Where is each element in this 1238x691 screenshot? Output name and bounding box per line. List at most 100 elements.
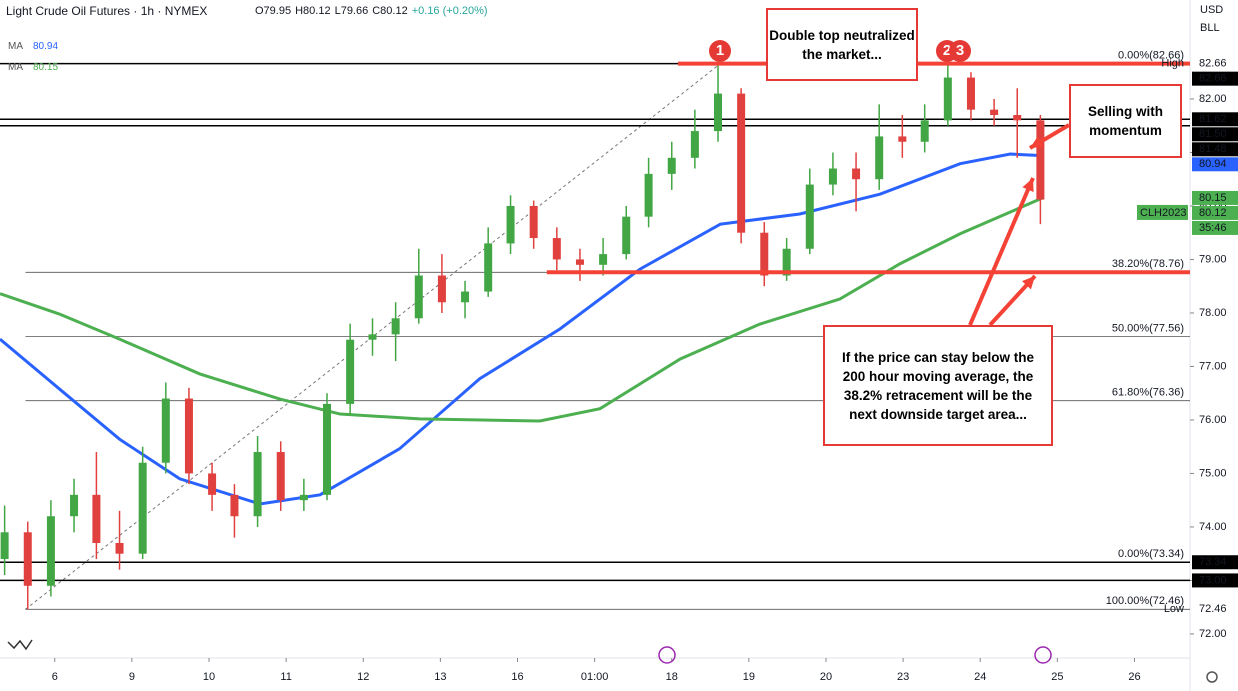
header-title: Light Crude Oil Futures · 1h · NYMEX: [6, 4, 208, 18]
price-label-bg: [1192, 190, 1238, 205]
candle-body: [966, 77, 975, 110]
moving-average: [0, 196, 1044, 423]
price-label-bg: [1192, 205, 1238, 220]
price-label: 73.00: [1199, 574, 1227, 586]
y-tick-label: 76.00: [1199, 414, 1227, 426]
candle-body: [230, 494, 239, 517]
price-label: 73.34: [1199, 556, 1227, 568]
price-tag: Low: [1164, 603, 1184, 615]
price-label-bg: [1192, 573, 1238, 588]
indicator-row: MA 80.15: [8, 62, 58, 73]
candle-body: [943, 77, 952, 121]
price-label-bg: [1192, 555, 1238, 570]
x-tick-label: 11: [280, 671, 291, 683]
marker: 3: [949, 40, 971, 62]
y-tick-label: 79.00: [1199, 253, 1227, 265]
symbol-tag-bg: [1137, 204, 1188, 220]
candle-body: [644, 173, 653, 217]
symbol-tag: CLH2023: [1140, 207, 1186, 219]
x-tick-label: 13: [434, 671, 446, 683]
candle-body: [667, 157, 676, 174]
indicator-value: 80.94: [33, 41, 59, 52]
candle-body: [461, 291, 470, 303]
x-tick-label: 18: [666, 671, 678, 683]
annotation-box: Double top neutralized the market...: [766, 8, 918, 81]
candle-body: [253, 452, 262, 517]
ohlc-value: +0.16 (+0.20%): [411, 5, 488, 17]
candle-body: [437, 275, 446, 303]
candle-body: [920, 120, 929, 142]
x-tick-label: 23: [897, 671, 909, 683]
price-label: 80.94: [1199, 158, 1227, 170]
price-label: 81.50: [1199, 128, 1227, 140]
arrow-head: [1022, 178, 1034, 192]
candle-body: [484, 243, 493, 292]
price-label: 80.15: [1199, 192, 1227, 204]
candle-body: [805, 184, 814, 249]
price-label: 82.66: [1199, 58, 1227, 70]
price-label: 72.46: [1199, 603, 1227, 615]
x-tick-label: 10: [203, 671, 215, 683]
indicator-value: 80.15: [33, 62, 59, 73]
candle-body: [161, 398, 170, 463]
x-tick-label: 01:00: [581, 671, 609, 683]
candle-body: [391, 318, 400, 335]
y-tick-label: 72.00: [1199, 628, 1227, 640]
price-label-bg: [1192, 56, 1238, 71]
candle-body: [714, 93, 723, 132]
arrow: [968, 177, 1035, 326]
x-tick-label: 16: [511, 671, 523, 683]
candle-body: [622, 216, 631, 255]
ohlc-value: H80.12: [295, 5, 331, 17]
y-tick-label: 78.00: [1199, 307, 1227, 319]
candle-body: [852, 168, 861, 180]
candle-body: [898, 136, 907, 142]
candle-body: [70, 494, 79, 517]
candle-body: [506, 205, 515, 244]
fib-label: 100.00%(72.46): [1106, 595, 1184, 607]
candle-body: [990, 109, 999, 116]
fib-label: 50.00%(77.56): [1112, 322, 1184, 334]
candle-body: [322, 403, 331, 495]
y-tick-label: 74.00: [1199, 521, 1227, 533]
x-tick-label: 26: [1128, 671, 1140, 683]
x-tick-label: 12: [357, 671, 369, 683]
x-tick-label: 24: [974, 671, 986, 683]
candle-body: [737, 93, 746, 233]
y-tick-label: 75.00: [1199, 467, 1227, 479]
arrow-head: [1021, 276, 1035, 290]
candle-body: [346, 339, 355, 404]
moving-average: [0, 152, 1043, 506]
candle-body: [690, 131, 699, 158]
price-label-bg: [1192, 71, 1238, 86]
fib-label: 0.00%(82.66): [1118, 50, 1184, 62]
price-label: 81.62: [1199, 113, 1227, 125]
fib-label: 38.20%(78.76): [1112, 258, 1184, 270]
candle-body: [23, 532, 32, 586]
fib-label: 61.80%(76.36): [1112, 387, 1184, 399]
candle-body: [782, 248, 791, 276]
ohlc-header: O79.95 H80.12 L79.66 C80.12 +0.16 (+0.20%): [255, 5, 492, 17]
x-tick-label: 6: [52, 671, 58, 683]
price-label-bg: [1192, 157, 1238, 172]
price-label: 81.48: [1199, 143, 1227, 155]
ohlc-value: C80.12: [372, 5, 408, 17]
annotation-box: Selling with momentum: [1069, 84, 1182, 158]
candle-body: [299, 494, 308, 501]
candle-body: [575, 259, 584, 265]
price-label: 80.12: [1199, 207, 1227, 219]
candle-body: [0, 532, 9, 560]
fib-label: 0.00%(73.34): [1118, 548, 1184, 560]
marker: 1: [709, 40, 731, 62]
candle-body: [828, 168, 837, 185]
price-label-bg: [1192, 602, 1238, 617]
x-tick-label: 9: [129, 671, 135, 683]
candle-body: [184, 398, 193, 474]
currency: USD: [1200, 4, 1223, 16]
candle-body: [529, 205, 538, 239]
candle-body: [46, 516, 55, 586]
y-tick-label: 77.00: [1199, 360, 1227, 372]
annotation-box: If the price can stay below the 200 hour…: [823, 325, 1053, 446]
indicator-name: MA: [8, 41, 23, 52]
